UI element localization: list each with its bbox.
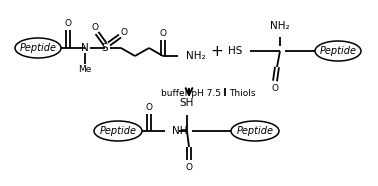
Text: HS: HS: [228, 46, 242, 56]
Ellipse shape: [231, 121, 279, 141]
Text: NH₂: NH₂: [186, 51, 206, 61]
Text: Thiols: Thiols: [229, 89, 256, 97]
Text: Peptide: Peptide: [99, 126, 136, 136]
Text: NH: NH: [172, 126, 187, 136]
Text: O: O: [186, 163, 192, 171]
Text: NH₂: NH₂: [270, 21, 290, 31]
Text: Peptide: Peptide: [20, 43, 56, 53]
Text: O: O: [146, 102, 152, 111]
Text: O: O: [65, 18, 71, 28]
Text: S: S: [102, 43, 108, 53]
Text: buffer pH 7.5: buffer pH 7.5: [161, 89, 221, 97]
Text: O: O: [271, 84, 279, 92]
Text: N: N: [81, 43, 89, 53]
Text: Me: Me: [78, 65, 92, 73]
Text: Peptide: Peptide: [319, 46, 356, 56]
Text: O: O: [91, 23, 99, 31]
Text: SH: SH: [180, 98, 194, 108]
Text: O: O: [121, 28, 127, 36]
Ellipse shape: [315, 41, 361, 61]
Text: O: O: [160, 28, 166, 38]
Ellipse shape: [15, 38, 61, 58]
Text: +: +: [211, 44, 223, 59]
Ellipse shape: [94, 121, 142, 141]
Text: Peptide: Peptide: [237, 126, 274, 136]
